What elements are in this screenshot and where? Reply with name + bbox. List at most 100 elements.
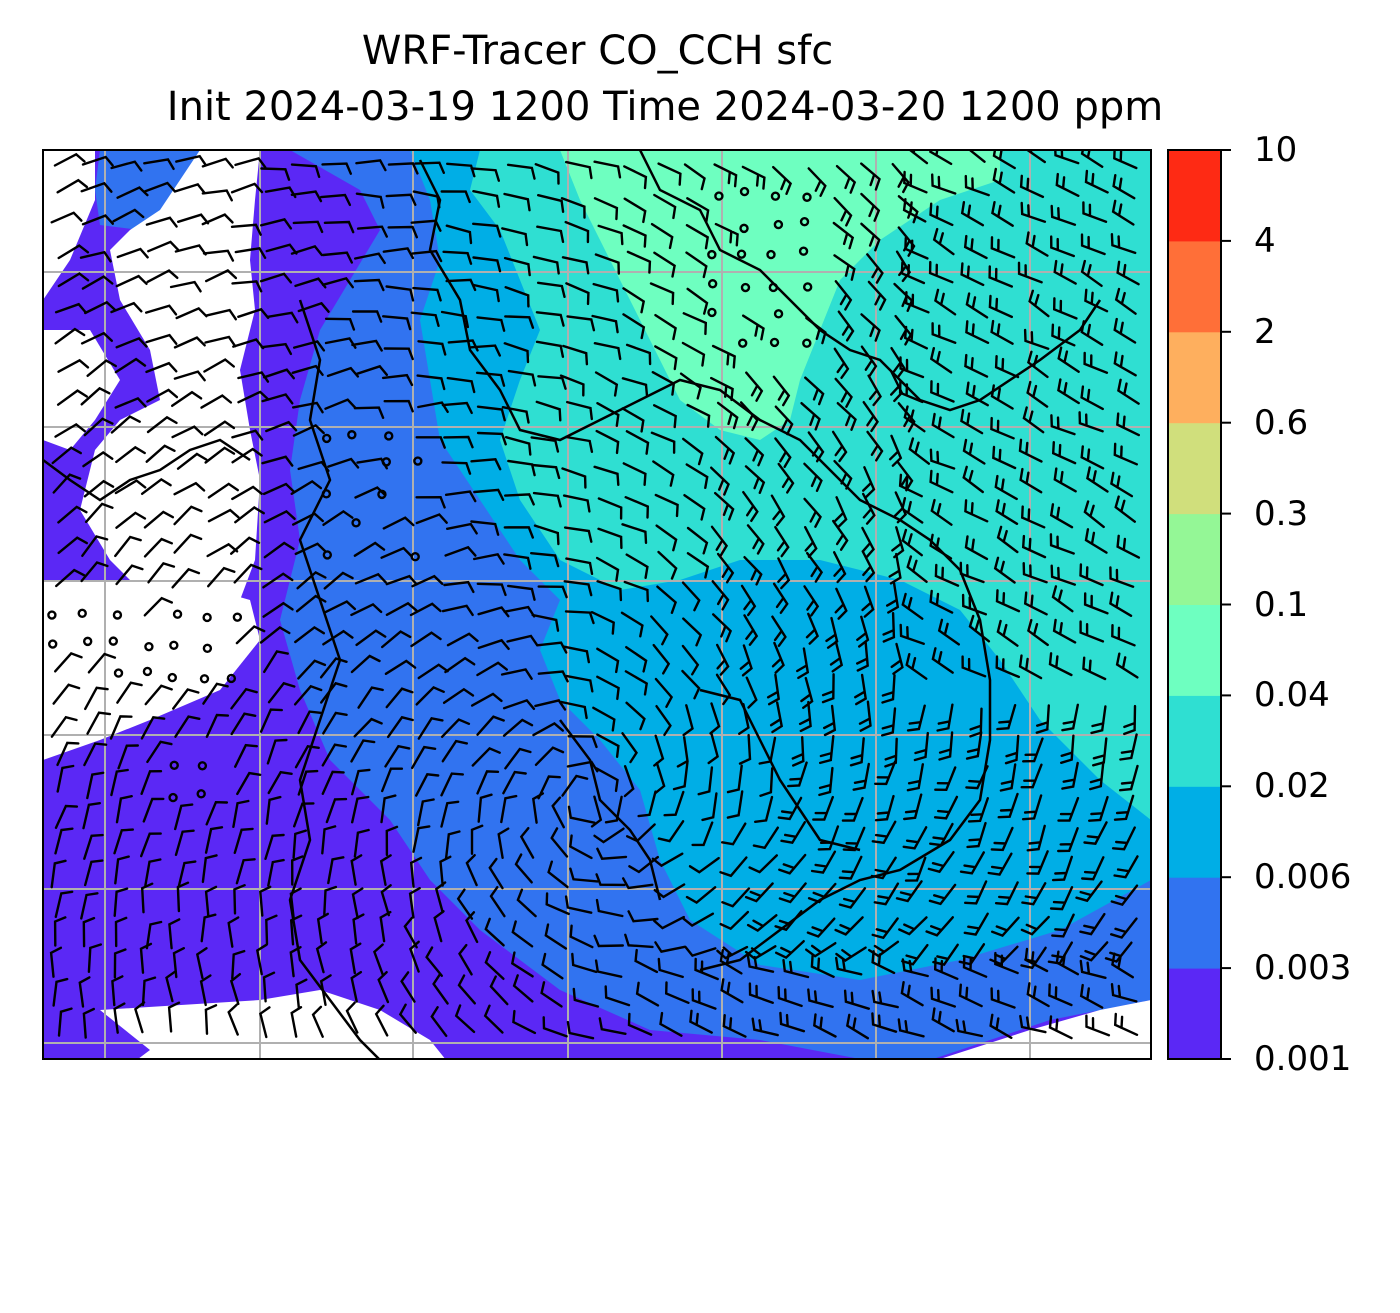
wind-barb [231,429,264,441]
wind-barb [649,282,675,306]
wind-barb [357,686,384,709]
wind-barb [79,250,112,263]
wind-calm-circle [144,641,154,652]
wind-barb [545,892,570,916]
wind-barb [868,940,900,958]
wind-barb [845,1013,869,1040]
wind-barb [807,167,827,197]
wind-barb [564,610,595,625]
wind-barb [382,516,415,530]
wind-barb [1119,733,1138,761]
wind-barb [592,282,620,303]
wind-barb [443,435,474,449]
wind-barb [711,580,730,611]
wind-barb [316,912,329,945]
wind-barb [867,374,882,407]
wind-barb [297,301,330,313]
wind-barb [564,435,594,453]
wind-barb [140,477,172,495]
wind-barb [113,1002,126,1034]
wind-barb [787,761,808,788]
wind-barb [326,366,360,378]
wind-barb [818,766,834,797]
wind-barb [856,615,870,648]
wind-barb [714,435,736,465]
wind-barb [813,1013,837,1038]
wind-barb [229,973,242,1006]
wind-barb [656,585,678,614]
wind-barb [476,582,507,597]
wind-barb [960,201,985,227]
wind-barb [235,625,266,645]
wind-barb [140,716,166,740]
wind-barb [854,673,868,706]
wind-barb [654,761,666,795]
wind-barb [958,983,983,1008]
wind-barb [500,668,533,680]
wind-calm-circle [77,608,87,619]
wind-barb [80,331,113,345]
wind-barb [510,951,534,978]
wind-barb [681,644,700,676]
wind-barb [866,430,884,462]
wind-barb [477,638,510,650]
wind-barb [1113,317,1137,344]
wind-barb [812,795,834,821]
wind-barb [1049,533,1075,555]
wind-barb [650,431,676,454]
wind-barb [740,584,757,617]
wind-barb [653,193,677,220]
wind-barb [900,981,924,1007]
wind-barb [532,255,560,275]
wind-barb [295,594,327,613]
wind-barb [144,858,162,887]
wind-barb [171,425,204,439]
wind-barb [833,196,853,227]
wind-barb [1119,764,1139,792]
wind-barb [1052,618,1077,644]
wind-barb [432,973,449,1005]
wind-barb [412,825,431,853]
wind-barb [561,774,589,797]
wind-barb [500,794,518,824]
wind-barb [657,550,678,580]
wind-barb [264,833,285,860]
colorbar-bin [1168,786,1221,878]
wind-calm-circle [707,307,717,318]
wind-barb [83,417,114,437]
wind-barb [1026,380,1049,408]
wind-barb [726,790,744,819]
wind-barb [659,1011,683,1037]
wind-barb [470,692,503,707]
wind-barb [861,550,876,583]
wind-barb [738,733,752,765]
wind-barb [997,792,1019,819]
wind-barb [929,589,954,614]
wind-barb [852,762,870,791]
wind-barb [689,1009,713,1034]
wind-barb [681,669,701,700]
wind-barb [354,572,387,585]
wind-barb [627,910,659,923]
wind-barb [721,887,751,908]
wind-barb [1117,378,1140,405]
wind-barb [681,341,706,367]
wind-barb [49,946,63,978]
wind-barb [297,710,322,735]
chart-title-line1: WRF-Tracer CO_CCH sfc [361,28,834,74]
wind-barb [1113,794,1135,821]
wind-barb [891,162,910,194]
wind-barb [465,854,478,887]
wind-barb [780,821,806,845]
wind-barb [593,934,624,948]
wind-barb [324,317,356,331]
wind-barb [80,386,111,406]
wind-barb [385,193,417,206]
wind-barb [805,942,837,958]
wind-barb [901,497,924,524]
wind-barb [655,705,672,737]
wind-barb [621,407,645,433]
wind-barb [415,436,446,449]
wind-barb [115,564,144,586]
